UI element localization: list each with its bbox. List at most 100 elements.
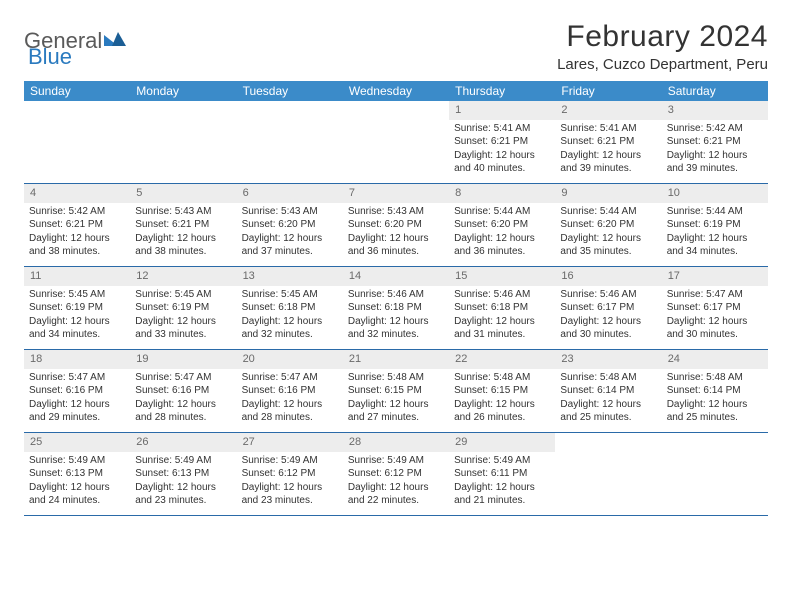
day-info-line: Sunrise: 5:45 AM [29,288,125,302]
day-info-line: Sunrise: 5:47 AM [667,288,763,302]
day-body [343,120,449,126]
day-body: Sunrise: 5:47 AMSunset: 6:16 PMDaylight:… [130,369,236,429]
day-number: 12 [130,267,236,286]
day-info-line: Sunset: 6:16 PM [242,384,338,398]
day-body: Sunrise: 5:43 AMSunset: 6:20 PMDaylight:… [343,203,449,263]
day-info-line: Sunrise: 5:43 AM [348,205,444,219]
day-cell: 8Sunrise: 5:44 AMSunset: 6:20 PMDaylight… [449,184,555,266]
day-number: 19 [130,350,236,369]
day-info-line: Sunrise: 5:42 AM [667,122,763,136]
day-info-line: Sunset: 6:16 PM [29,384,125,398]
day-info-line: Daylight: 12 hours and 24 minutes. [29,481,125,508]
day-body: Sunrise: 5:42 AMSunset: 6:21 PMDaylight:… [662,120,768,180]
day-body: Sunrise: 5:46 AMSunset: 6:18 PMDaylight:… [449,286,555,346]
weekday-header: Friday [555,81,661,101]
day-cell: 14Sunrise: 5:46 AMSunset: 6:18 PMDayligh… [343,267,449,349]
day-info-line: Sunrise: 5:47 AM [242,371,338,385]
title-block: February 2024 Lares, Cuzco Department, P… [557,20,768,73]
day-info-line: Daylight: 12 hours and 31 minutes. [454,315,550,342]
day-info-line: Daylight: 12 hours and 27 minutes. [348,398,444,425]
day-body: Sunrise: 5:44 AMSunset: 6:20 PMDaylight:… [555,203,661,263]
day-info-line: Sunset: 6:14 PM [560,384,656,398]
day-cell: 16Sunrise: 5:46 AMSunset: 6:17 PMDayligh… [555,267,661,349]
day-body: Sunrise: 5:43 AMSunset: 6:20 PMDaylight:… [237,203,343,263]
day-cell: 26Sunrise: 5:49 AMSunset: 6:13 PMDayligh… [130,433,236,515]
day-info-line: Sunset: 6:21 PM [135,218,231,232]
day-cell: 12Sunrise: 5:45 AMSunset: 6:19 PMDayligh… [130,267,236,349]
week-row: 11Sunrise: 5:45 AMSunset: 6:19 PMDayligh… [24,267,768,350]
day-number: 8 [449,184,555,203]
day-number: 3 [662,101,768,120]
day-body: Sunrise: 5:45 AMSunset: 6:19 PMDaylight:… [24,286,130,346]
day-body [237,120,343,126]
day-number [662,433,768,452]
day-info-line: Sunset: 6:19 PM [667,218,763,232]
page-root: General February 2024 Lares, Cuzco Depar… [0,0,792,516]
day-number: 13 [237,267,343,286]
day-info-line: Sunrise: 5:44 AM [560,205,656,219]
calendar: SundayMondayTuesdayWednesdayThursdayFrid… [24,81,768,516]
day-cell: 24Sunrise: 5:48 AMSunset: 6:14 PMDayligh… [662,350,768,432]
day-body: Sunrise: 5:44 AMSunset: 6:19 PMDaylight:… [662,203,768,263]
day-number: 14 [343,267,449,286]
day-info-line: Sunset: 6:17 PM [667,301,763,315]
day-info-line: Sunrise: 5:48 AM [560,371,656,385]
day-number [130,101,236,120]
day-body: Sunrise: 5:43 AMSunset: 6:21 PMDaylight:… [130,203,236,263]
day-body: Sunrise: 5:46 AMSunset: 6:17 PMDaylight:… [555,286,661,346]
day-info-line: Sunrise: 5:41 AM [454,122,550,136]
day-info-line: Daylight: 12 hours and 26 minutes. [454,398,550,425]
day-info-line: Sunrise: 5:46 AM [560,288,656,302]
day-number: 17 [662,267,768,286]
day-number: 9 [555,184,661,203]
day-number: 24 [662,350,768,369]
day-cell [662,433,768,515]
day-number: 16 [555,267,661,286]
day-info-line: Sunrise: 5:48 AM [454,371,550,385]
day-info-line: Sunset: 6:20 PM [348,218,444,232]
day-cell: 2Sunrise: 5:41 AMSunset: 6:21 PMDaylight… [555,101,661,183]
day-info-line: Sunrise: 5:42 AM [29,205,125,219]
day-info-line: Sunset: 6:20 PM [454,218,550,232]
weekday-header: Sunday [24,81,130,101]
day-cell: 25Sunrise: 5:49 AMSunset: 6:13 PMDayligh… [24,433,130,515]
day-info-line: Daylight: 12 hours and 32 minutes. [348,315,444,342]
weeks-container: 1Sunrise: 5:41 AMSunset: 6:21 PMDaylight… [24,101,768,516]
day-number [555,433,661,452]
day-cell: 21Sunrise: 5:48 AMSunset: 6:15 PMDayligh… [343,350,449,432]
day-info-line: Sunrise: 5:48 AM [667,371,763,385]
day-cell: 10Sunrise: 5:44 AMSunset: 6:19 PMDayligh… [662,184,768,266]
day-body [662,452,768,458]
week-row: 18Sunrise: 5:47 AMSunset: 6:16 PMDayligh… [24,350,768,433]
day-body [555,452,661,458]
day-info-line: Sunset: 6:21 PM [560,135,656,149]
day-number [24,101,130,120]
day-info-line: Daylight: 12 hours and 40 minutes. [454,149,550,176]
day-number: 2 [555,101,661,120]
day-info-line: Sunset: 6:18 PM [348,301,444,315]
day-cell: 7Sunrise: 5:43 AMSunset: 6:20 PMDaylight… [343,184,449,266]
day-info-line: Sunset: 6:12 PM [242,467,338,481]
day-number [237,101,343,120]
day-info-line: Daylight: 12 hours and 39 minutes. [560,149,656,176]
day-info-line: Daylight: 12 hours and 36 minutes. [348,232,444,259]
day-number [343,101,449,120]
day-cell: 6Sunrise: 5:43 AMSunset: 6:20 PMDaylight… [237,184,343,266]
day-info-line: Daylight: 12 hours and 37 minutes. [242,232,338,259]
location-text: Lares, Cuzco Department, Peru [557,56,768,73]
day-info-line: Daylight: 12 hours and 28 minutes. [135,398,231,425]
day-info-line: Sunrise: 5:43 AM [135,205,231,219]
day-info-line: Daylight: 12 hours and 39 minutes. [667,149,763,176]
month-title: February 2024 [557,20,768,54]
day-cell: 27Sunrise: 5:49 AMSunset: 6:12 PMDayligh… [237,433,343,515]
day-info-line: Daylight: 12 hours and 38 minutes. [29,232,125,259]
week-row: 25Sunrise: 5:49 AMSunset: 6:13 PMDayligh… [24,433,768,516]
day-number: 26 [130,433,236,452]
day-cell [24,101,130,183]
day-number: 15 [449,267,555,286]
day-info-line: Daylight: 12 hours and 36 minutes. [454,232,550,259]
day-info-line: Daylight: 12 hours and 21 minutes. [454,481,550,508]
day-body: Sunrise: 5:45 AMSunset: 6:19 PMDaylight:… [130,286,236,346]
day-info-line: Sunrise: 5:49 AM [135,454,231,468]
day-body: Sunrise: 5:41 AMSunset: 6:21 PMDaylight:… [449,120,555,180]
